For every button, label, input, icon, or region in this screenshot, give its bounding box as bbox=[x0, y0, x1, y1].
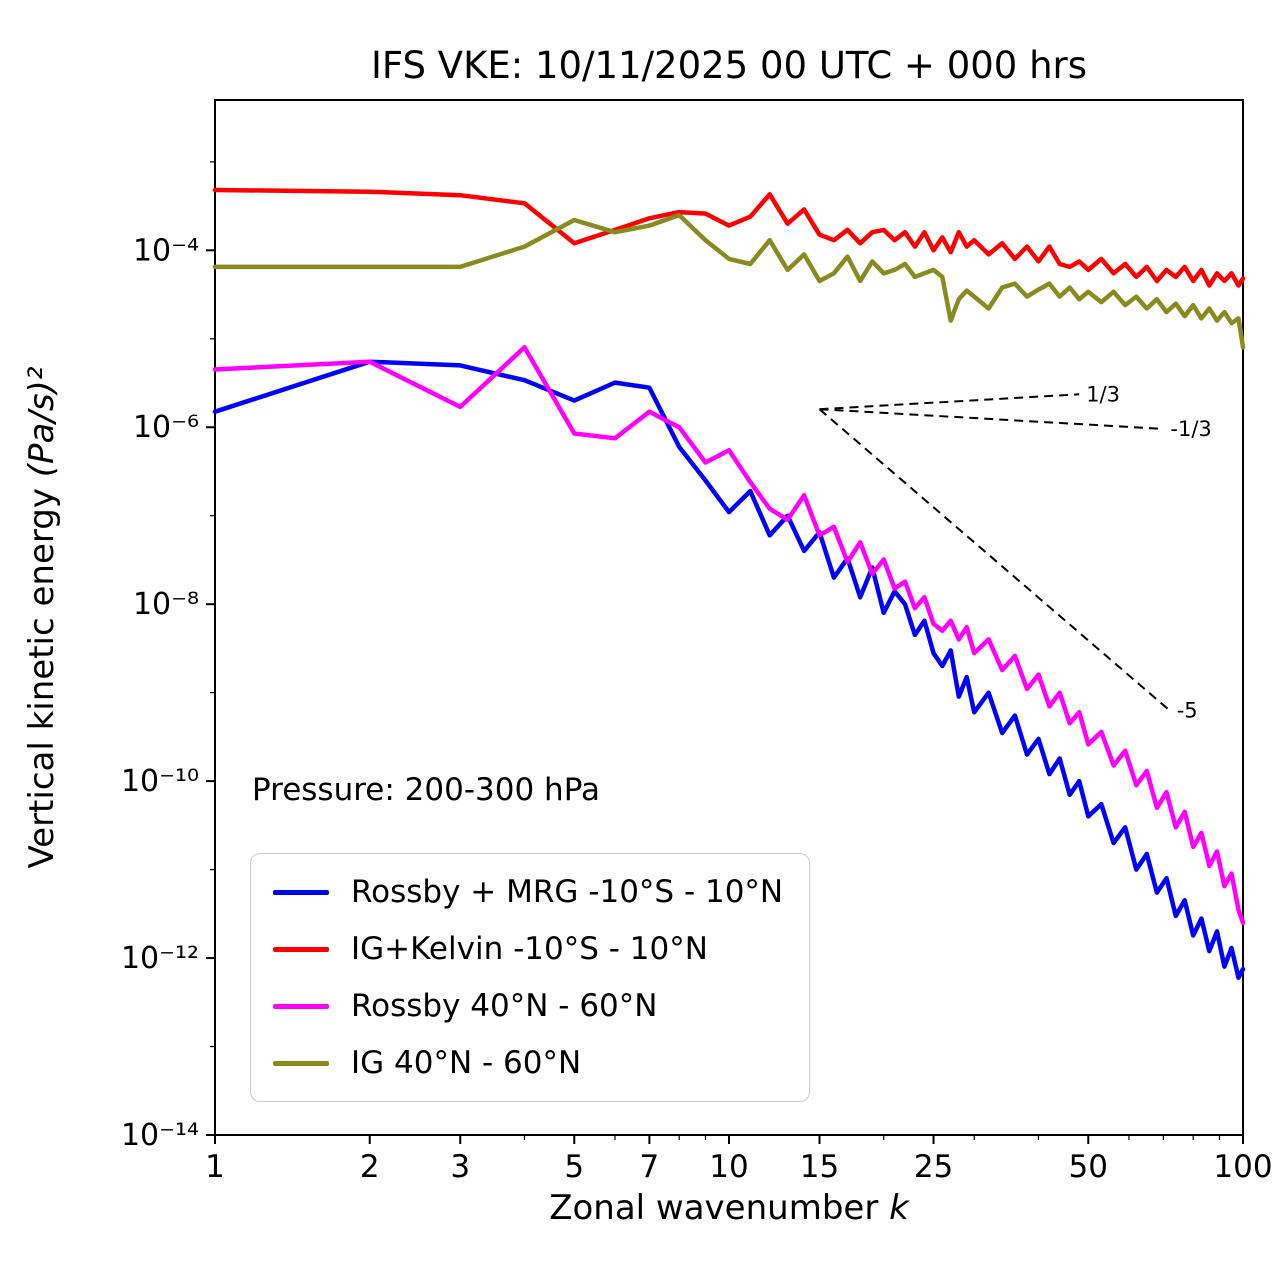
y-axis-units: (Pa/s)² bbox=[22, 366, 62, 478]
legend: Rossby + MRG -10°S - 10°N IG+Kelvin -10°S… bbox=[250, 853, 811, 1102]
y-tick-label: 10⁻¹² bbox=[121, 941, 199, 976]
slope-label-1/3: 1/3 bbox=[1086, 382, 1120, 406]
x-tick-label: 2 bbox=[360, 1149, 380, 1185]
legend-swatch-ig-midlat bbox=[273, 1060, 329, 1066]
pressure-annotation: Pressure: 200-300 hPa bbox=[252, 772, 600, 808]
legend-label-ig-kelvin-tropics: IG+Kelvin -10°S - 10°N bbox=[351, 931, 708, 967]
x-axis-label-text: Zonal wavenumber bbox=[549, 1188, 879, 1228]
y-tick-label: 10⁻⁸ bbox=[133, 587, 199, 622]
y-axis-label-text: Vertical kinetic energy bbox=[22, 488, 62, 869]
y-axis-label: Vertical kinetic energy (Pa/s)² bbox=[22, 100, 62, 1135]
legend-label-rossby-mrg-tropics: Rossby + MRG -10°S - 10°N bbox=[351, 874, 784, 910]
y-tick-label: 10⁻¹⁰ bbox=[121, 764, 199, 799]
series-line-rossby-mrg-tropics bbox=[212, 359, 1246, 980]
x-axis-ticks: 1 2 3 5 7 10 15 25 50 100 bbox=[205, 1135, 1273, 1185]
y-tick-label: 10⁻¹⁴ bbox=[121, 1118, 199, 1153]
x-tick-label: 3 bbox=[450, 1149, 470, 1185]
x-tick-label: 25 bbox=[914, 1149, 953, 1185]
x-tick-label: 1 bbox=[205, 1149, 225, 1185]
x-tick-label: 7 bbox=[640, 1149, 660, 1185]
legend-label-rossby-midlat: Rossby 40°N - 60°N bbox=[351, 988, 658, 1024]
x-tick-label: 15 bbox=[800, 1149, 839, 1185]
y-tick-label: 10⁻⁶ bbox=[133, 410, 199, 445]
slope-label--1/3: -1/3 bbox=[1170, 417, 1211, 441]
slope-label--5: -5 bbox=[1177, 699, 1198, 723]
x-axis-label: Zonal wavenumber k bbox=[215, 1188, 1243, 1228]
legend-item-ig-midlat: IG 40°N - 60°N bbox=[273, 1045, 783, 1081]
chart-title: IFS VKE: 10/11/2025 00 UTC + 000 hrs bbox=[370, 44, 1088, 87]
y-axis-ticks: 10⁻⁴ 10⁻⁶ 10⁻⁸ 10⁻¹⁰ 10⁻¹² 10⁻¹⁴ bbox=[121, 161, 215, 1153]
legend-item-ig-kelvin-tropics: IG+Kelvin -10°S - 10°N bbox=[273, 931, 783, 967]
series-line-rossby-midlat bbox=[212, 345, 1246, 926]
legend-swatch-rossby-midlat bbox=[273, 1003, 329, 1009]
legend-swatch-rossby-mrg-tropics bbox=[273, 889, 329, 895]
y-tick-label: 10⁻⁴ bbox=[133, 233, 199, 268]
x-tick-label: 50 bbox=[1069, 1149, 1108, 1185]
x-tick-label: 100 bbox=[1213, 1149, 1272, 1185]
x-tick-label: 10 bbox=[709, 1149, 748, 1185]
legend-swatch-ig-kelvin-tropics bbox=[273, 946, 329, 952]
series-line-ig-kelvin-tropics bbox=[212, 187, 1246, 288]
x-axis-symbol: k bbox=[889, 1188, 909, 1228]
legend-item-rossby-midlat: Rossby 40°N - 60°N bbox=[273, 988, 783, 1024]
slope-line--1/3 bbox=[819, 408, 1164, 430]
reference-slope-lines: 1/3 -1/3 -5 bbox=[818, 382, 1212, 723]
slope-line-1/3 bbox=[819, 393, 1080, 411]
x-tick-label: 5 bbox=[564, 1149, 584, 1185]
legend-label-ig-midlat: IG 40°N - 60°N bbox=[351, 1045, 582, 1081]
slope-line--5 bbox=[818, 408, 1171, 712]
series-line-ig-midlat bbox=[212, 212, 1246, 350]
legend-item-rossby-mrg-tropics: Rossby + MRG -10°S - 10°N bbox=[273, 874, 783, 910]
